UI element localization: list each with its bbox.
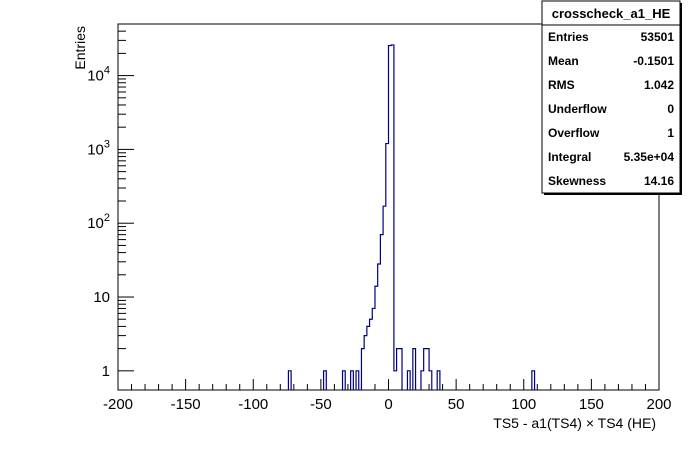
y-tick-label: 104 xyxy=(87,65,110,85)
y-tick-exponent: 2 xyxy=(104,212,110,224)
x-tick-label: 100 xyxy=(511,396,536,413)
y-tick-label: 103 xyxy=(87,138,110,158)
y-tick-exponent: 4 xyxy=(104,65,110,77)
x-axis-title: TS5 - a1(TS4) × TS4 (HE) xyxy=(493,415,656,431)
stats-row-value: 0 xyxy=(667,102,674,116)
stats-row-value: -0.1501 xyxy=(633,54,674,68)
x-tick-label: -200 xyxy=(103,396,133,413)
histogram-bins xyxy=(288,45,534,390)
x-tick-label: -50 xyxy=(310,396,332,413)
y-tick-base: 10 xyxy=(87,215,104,232)
x-tick-label: 200 xyxy=(646,396,671,413)
histogram-line xyxy=(287,44,536,390)
stats-box: crosscheck_a1_HE Entries 53501 Mean -0.1501 R… xyxy=(541,0,682,195)
stats-title: crosscheck_a1_HE xyxy=(552,6,671,21)
y-tick-label: 102 xyxy=(87,212,110,232)
x-tick-label: 150 xyxy=(579,396,604,413)
stats-row-label: Entries xyxy=(548,30,589,44)
y-tick-base: 10 xyxy=(87,141,104,158)
x-tick-label: -150 xyxy=(171,396,201,413)
stats-row-value: 1.042 xyxy=(644,78,674,92)
stats-row-label: Skewness xyxy=(548,174,606,188)
y-tick-exponent: 3 xyxy=(104,138,110,150)
stats-row-label: Overflow xyxy=(548,126,600,140)
y-tick-label: 1 xyxy=(102,363,110,380)
stats-row-label: Integral xyxy=(548,150,591,164)
histogram-bin xyxy=(370,319,373,390)
stats-row-value: 5.35e+04 xyxy=(624,150,675,164)
histogram-bin xyxy=(394,371,397,390)
x-tick-label: 0 xyxy=(384,396,392,413)
stats-row-label: Mean xyxy=(548,54,579,68)
stats-row-label: Underflow xyxy=(548,102,607,116)
x-tick-label: 50 xyxy=(448,396,465,413)
stats-box-frame xyxy=(541,0,681,194)
x-tick-label: -100 xyxy=(238,396,268,413)
stats-row-label: RMS xyxy=(548,78,575,92)
y-tick-label: 10 xyxy=(93,289,110,306)
histogram-bin xyxy=(372,308,375,390)
y-tick-base: 10 xyxy=(87,68,104,85)
y-axis-title: Entries xyxy=(72,26,88,70)
stats-row-value: 14.16 xyxy=(644,174,674,188)
stats-row-value: 1 xyxy=(667,126,674,140)
stats-row-value: 53501 xyxy=(641,30,675,44)
x-axis-ticks: -200 -150 -100 -50 0 50 100 150 200 xyxy=(103,379,672,413)
